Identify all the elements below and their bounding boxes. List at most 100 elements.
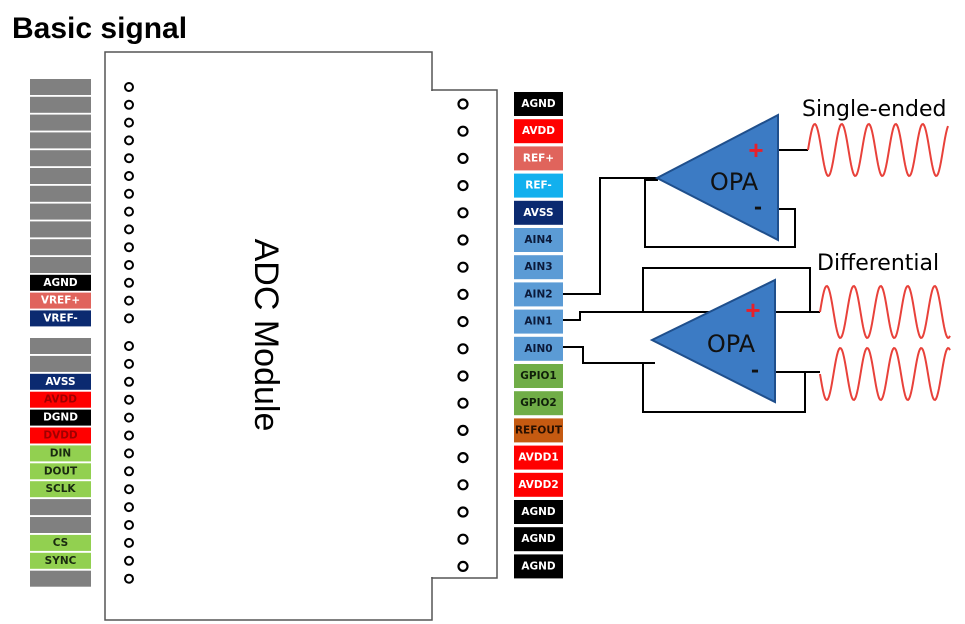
diagram-title: Basic signal <box>12 12 187 45</box>
pin-hole <box>124 484 134 495</box>
pin-hole <box>457 479 469 491</box>
adc-module-connector <box>431 89 498 579</box>
pin-label-box <box>30 96 91 113</box>
adc-module-box <box>104 51 433 621</box>
right-pin: AIN2 <box>457 282 563 307</box>
pin-label-box <box>514 418 563 443</box>
pin-label-box <box>514 255 563 280</box>
op-amp-triangle <box>654 113 779 242</box>
minus-input-label: - <box>751 357 759 384</box>
right-pin: AGND <box>457 92 563 116</box>
pin-label-box <box>30 239 91 256</box>
single-ended-label: Single-ended <box>802 97 947 122</box>
pin-label-box <box>30 185 91 202</box>
pin-hole <box>124 260 134 270</box>
pin-hole <box>457 506 469 518</box>
pin-label: AVDD <box>44 394 77 406</box>
left-pin <box>30 570 134 587</box>
pin-hole <box>457 207 469 219</box>
left-pin <box>30 150 134 167</box>
pin-label: AGND <box>43 277 78 289</box>
left-pin: DGND <box>30 409 134 426</box>
right-pin: AIN4 <box>457 228 563 252</box>
pin-hole <box>124 99 134 110</box>
pin-label-box <box>514 445 563 470</box>
right-pin: AVDD2 <box>457 472 563 497</box>
pin-hole <box>124 520 134 530</box>
pin-label: AVDD <box>522 125 555 137</box>
pin-hole <box>457 424 469 436</box>
pin-label: CS <box>53 537 68 549</box>
pin-hole <box>457 125 469 137</box>
pin-label-box <box>30 257 91 273</box>
pin-label: AIN3 <box>524 261 552 273</box>
pin-label-box <box>514 92 563 116</box>
right-pin: REFOUT <box>457 418 563 443</box>
pin-hole <box>124 242 134 253</box>
pin-label-box <box>514 527 563 552</box>
right-pin: AVDD1 <box>457 445 563 470</box>
pin-hole <box>457 343 469 355</box>
right-pin: AGND <box>457 527 563 552</box>
pin-label-box <box>30 463 91 480</box>
pin-hole <box>124 224 134 235</box>
op-amp-label: OPA <box>710 168 759 196</box>
differential-positive-wave <box>819 284 951 340</box>
left-pin: VREF- <box>30 310 134 327</box>
pin-hole <box>124 430 134 441</box>
right-pin: AGND <box>457 554 563 579</box>
left-pin <box>30 257 134 273</box>
left-pin <box>30 185 134 202</box>
pin-label: VREF- <box>43 312 78 324</box>
pin-hole <box>124 376 134 387</box>
pin-label: DGND <box>43 412 78 424</box>
pin-label-box <box>514 500 563 524</box>
pin-hole <box>457 234 469 246</box>
pin-label: REF+ <box>523 152 554 164</box>
pin-label: AVDD2 <box>518 479 558 491</box>
pin-hole <box>124 358 134 369</box>
pin-hole <box>457 316 469 328</box>
pin-hole <box>457 180 469 192</box>
pin-hole <box>457 152 469 164</box>
pin-label-box <box>514 119 563 144</box>
left-pin <box>30 96 134 113</box>
pin-label: AIN0 <box>524 343 552 355</box>
differential-label: Differential <box>817 251 939 276</box>
pin-label: AGND <box>521 533 556 545</box>
pin-label: DIN <box>50 447 71 459</box>
right-pin: AIN3 <box>457 255 563 280</box>
pin-label-box <box>30 552 91 569</box>
pin-hole <box>457 397 469 409</box>
left-pin: SYNC <box>30 552 134 569</box>
pin-label: REFOUT <box>515 424 563 436</box>
pin-hole <box>124 394 134 405</box>
op-amp: OPA + - <box>649 278 776 404</box>
plus-input-label: + <box>748 135 763 165</box>
pin-label-box <box>514 472 563 497</box>
op-amp: OPA + - <box>654 113 779 242</box>
pin-label-box <box>30 570 91 587</box>
left-pin <box>30 355 134 372</box>
pin-label-box <box>30 221 91 238</box>
pin-hole <box>124 188 134 199</box>
right-pin: GPIO2 <box>457 391 563 416</box>
pin-hole <box>124 295 134 306</box>
left-pin <box>30 132 134 149</box>
pin-label: AIN1 <box>524 316 552 328</box>
left-pin <box>30 338 134 354</box>
pin-hole <box>124 135 134 146</box>
left-pin: SCLK <box>30 481 134 498</box>
left-pin: AVSS <box>30 373 134 390</box>
pin-label-box <box>514 554 563 579</box>
pin-label-box <box>30 445 91 462</box>
pin-hole <box>457 261 469 273</box>
pin-label: SYNC <box>45 555 77 567</box>
pin-label-box <box>30 427 91 444</box>
pin-hole <box>124 153 134 164</box>
pin-label-box <box>30 517 91 533</box>
op-amp-label: OPA <box>707 330 756 358</box>
pin-label-box <box>514 228 563 252</box>
left-pin: AVDD <box>30 391 134 408</box>
pin-hole <box>124 412 134 423</box>
